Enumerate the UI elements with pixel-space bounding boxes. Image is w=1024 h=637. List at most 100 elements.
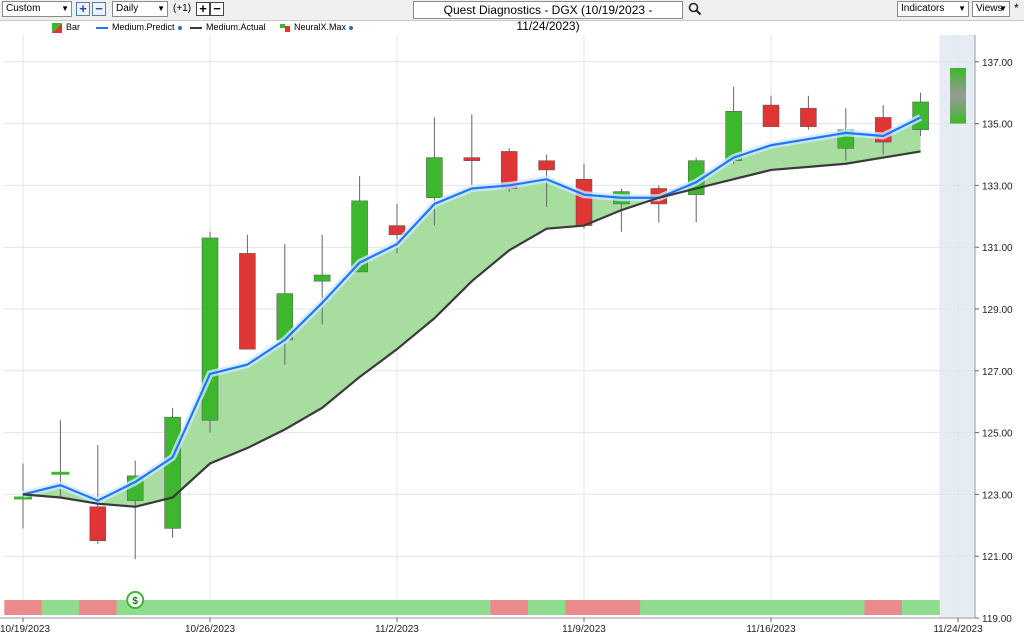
views-select[interactable]: Views ▼	[972, 1, 1010, 17]
signal-segment[interactable]	[901, 600, 940, 615]
signal-segment[interactable]	[453, 600, 491, 615]
signal-segment[interactable]	[378, 600, 417, 615]
candle[interactable]	[313, 234, 331, 325]
chevron-down-icon: ▼	[958, 4, 966, 13]
legend-label: NeuralX.Max	[294, 22, 347, 32]
legend-label: Medium.Actual	[206, 22, 266, 32]
dollar-signal-icon[interactable]	[126, 591, 145, 609]
candle[interactable]	[912, 92, 929, 136]
legend-item-bar[interactable]: Bar	[52, 22, 80, 33]
bar-icon	[52, 22, 62, 33]
plus-icon: +	[79, 1, 87, 16]
candle[interactable]	[201, 231, 219, 433]
signal-segment[interactable]	[79, 600, 117, 615]
chevron-down-icon: ▼	[157, 4, 165, 13]
y-tick-label: 121.00	[982, 552, 1013, 563]
symbol-title[interactable]: Quest Diagnostics - DGX (10/19/2023 - 11…	[413, 1, 683, 33]
candle[interactable]	[650, 185, 668, 223]
signal-segment[interactable]	[41, 600, 80, 615]
signal-segment[interactable]	[677, 600, 716, 615]
line-swatch-icon	[96, 26, 108, 29]
candle-body	[89, 506, 107, 542]
signal-segment[interactable]	[266, 600, 304, 615]
indicators-label: Indicators	[901, 3, 945, 14]
candle[interactable]	[89, 444, 107, 544]
candle-body	[463, 157, 481, 161]
zoom-in-button[interactable]: +	[76, 2, 90, 16]
info-icon[interactable]	[349, 25, 354, 30]
signal-segment[interactable]	[490, 600, 529, 615]
signal-segment[interactable]	[565, 600, 604, 615]
x-tick-label: 11/24/2023	[933, 624, 983, 635]
info-icon[interactable]	[177, 25, 182, 30]
range-select[interactable]: Custom ▼	[2, 1, 72, 17]
medium-predict-line[interactable]	[22, 116, 922, 502]
signal-segment[interactable]	[303, 600, 342, 615]
candle-body	[239, 253, 256, 350]
candle-body	[164, 416, 181, 529]
signal-segment[interactable]	[4, 600, 43, 615]
offset-label: (+1)	[173, 3, 192, 14]
signal-segment[interactable]	[789, 600, 828, 615]
legend-item-medium-predict[interactable]: Medium.Predict	[96, 22, 182, 32]
interval-select[interactable]: Daily ▼	[112, 1, 168, 17]
candle-body	[14, 496, 32, 500]
candle[interactable]	[164, 407, 181, 538]
signal-segment[interactable]	[153, 600, 192, 615]
range-select-value: Custom	[6, 3, 41, 14]
y-tick-label: 125.00	[982, 429, 1013, 440]
candle-body	[426, 157, 443, 199]
search-icon[interactable]	[688, 2, 702, 16]
signal-segment[interactable]	[640, 600, 678, 615]
legend-label: Bar	[66, 22, 81, 32]
y-tick-label: 131.00	[982, 243, 1013, 254]
medium-actual-line[interactable]	[22, 150, 921, 508]
signal-segment[interactable]	[191, 600, 230, 615]
y-tick-label: 119.00	[982, 614, 1012, 625]
signal-segment[interactable]	[602, 600, 641, 615]
candle[interactable]	[276, 244, 294, 365]
candle-body	[575, 178, 593, 226]
x-tick-label: 11/16/2023	[746, 624, 796, 635]
interval-select-value: Daily	[116, 3, 139, 14]
zoom-out-button[interactable]: −	[92, 2, 106, 16]
minus-icon: −	[95, 1, 103, 16]
signal-segment[interactable]	[714, 600, 753, 615]
signal-segment[interactable]	[415, 600, 454, 615]
legend-label: Medium.Predict	[112, 22, 175, 32]
offset-decrease-button[interactable]: −	[210, 2, 224, 16]
legend-item-medium-actual[interactable]: Medium.Actual	[190, 22, 266, 32]
legend-item-neuralx-max[interactable]: NeuralX.Max	[280, 22, 354, 32]
signal-segment[interactable]	[340, 600, 379, 615]
candle[interactable]	[14, 463, 32, 529]
candle-body	[313, 274, 331, 282]
asterisk-icon: *	[1014, 1, 1019, 15]
candle-body	[762, 104, 780, 127]
signal-segment[interactable]	[527, 600, 566, 615]
signal-segment[interactable]	[752, 600, 791, 615]
prediction-band	[23, 117, 921, 507]
forecast-region	[939, 35, 975, 618]
candle[interactable]	[725, 86, 742, 164]
signal-segment[interactable]	[228, 600, 267, 615]
line-swatch-icon	[190, 26, 202, 29]
forecast-candle-body	[950, 67, 966, 124]
y-tick-label: 133.00	[982, 181, 1013, 192]
offset-increase-button[interactable]: +	[196, 2, 210, 16]
signal-segment[interactable]	[827, 600, 865, 615]
indicators-select[interactable]: Indicators ▼	[897, 1, 969, 17]
x-tick-label: 10/19/2023	[0, 624, 50, 635]
minus-icon: −	[213, 1, 221, 16]
x-tick-label: 11/9/2023	[562, 624, 606, 635]
signal-segment[interactable]	[864, 600, 903, 615]
candle[interactable]	[351, 176, 368, 273]
candle[interactable]	[239, 234, 256, 350]
dollar-signal-label: $	[132, 596, 138, 607]
candle[interactable]	[762, 95, 780, 127]
neural-icon	[280, 23, 290, 32]
y-tick-label: 129.00	[982, 305, 1013, 316]
candle[interactable]	[800, 95, 817, 130]
candle[interactable]	[463, 114, 481, 186]
candle[interactable]	[950, 67, 966, 124]
